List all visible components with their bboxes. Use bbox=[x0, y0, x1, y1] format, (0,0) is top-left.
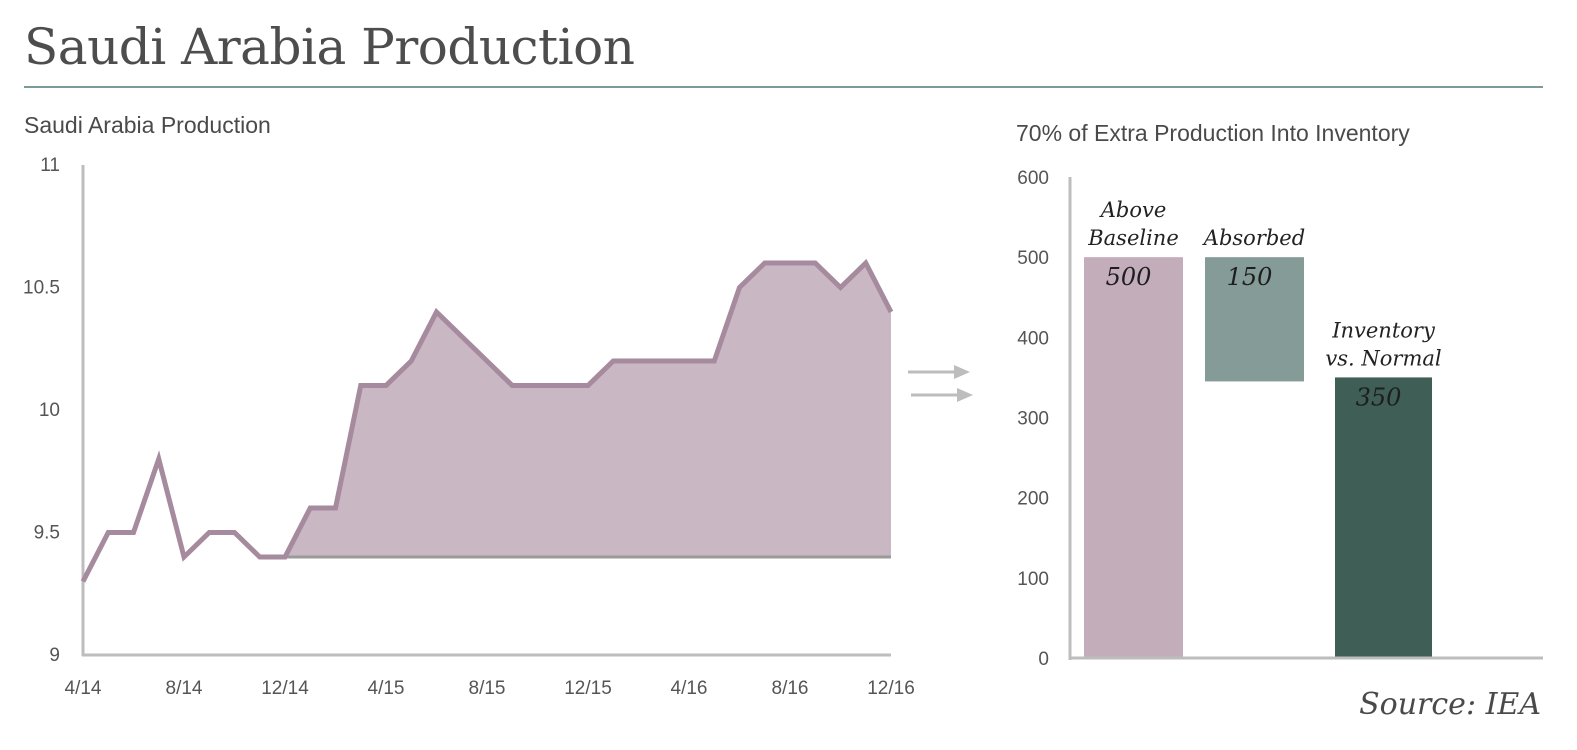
left-x-tick: 8/14 bbox=[166, 678, 203, 699]
bar-2 bbox=[1205, 257, 1304, 382]
bar-1 bbox=[1084, 257, 1183, 658]
left-chart-title: Saudi Arabia Production bbox=[24, 112, 271, 138]
bar-3 bbox=[1335, 377, 1432, 658]
right-chart-title: 70% of Extra Production Into Inventory bbox=[1016, 120, 1410, 146]
left-x-tick: 12/14 bbox=[261, 678, 309, 699]
bar-category-label: vs. Normal bbox=[1325, 346, 1441, 370]
bar-value-label: 350 bbox=[1356, 383, 1402, 411]
right-y-tick: 0 bbox=[1038, 649, 1049, 670]
left-y-tick: 11 bbox=[40, 155, 60, 176]
right-y-tick: 500 bbox=[1017, 248, 1049, 269]
transition-arrows bbox=[908, 365, 973, 402]
source-note: Source: IEA bbox=[1359, 687, 1541, 722]
right-y-tick: 600 bbox=[1017, 168, 1049, 189]
left-x-tick: 8/16 bbox=[772, 678, 809, 699]
bar-value-label: 500 bbox=[1106, 263, 1152, 291]
bar-category-label: Inventory bbox=[1331, 318, 1436, 342]
right-y-tick: 400 bbox=[1017, 328, 1049, 349]
right-y-tick: 100 bbox=[1017, 569, 1049, 590]
left-x-tick: 4/16 bbox=[671, 678, 708, 699]
left-x-tick: 12/15 bbox=[564, 678, 612, 699]
left-y-tick: 10 bbox=[39, 400, 60, 421]
left-y-tick: 10.5 bbox=[23, 278, 60, 299]
bar-category-label: Above bbox=[1099, 198, 1167, 222]
right-y-tick: 200 bbox=[1017, 489, 1049, 510]
bar-value-label: 150 bbox=[1227, 263, 1273, 291]
bar-category-label: Absorbed bbox=[1202, 226, 1305, 250]
left-x-tick: 4/14 bbox=[65, 678, 102, 699]
left-x-tick: 12/16 bbox=[867, 678, 915, 699]
page-title: Saudi Arabia Production bbox=[24, 18, 635, 76]
production-area-chart: 9 9.5 10 10.5 11 4/14 8/14 12/14 4/15 8/15 12/15 4/… bbox=[23, 155, 915, 699]
right-y-tick: 300 bbox=[1017, 409, 1049, 430]
left-y-tick: 9 bbox=[49, 645, 60, 666]
bar-category-label: Baseline bbox=[1087, 226, 1179, 250]
left-x-tick: 4/15 bbox=[368, 678, 405, 699]
title-rule bbox=[24, 86, 1543, 88]
arrow-head-2 bbox=[957, 388, 973, 402]
left-y-tick: 9.5 bbox=[34, 523, 60, 544]
left-x-tick: 8/15 bbox=[469, 678, 506, 699]
arrow-head-1 bbox=[954, 365, 970, 379]
inventory-bar-chart: 0 100 200 300 400 500 600 500 Above Baseline 150 Ab… bbox=[1017, 168, 1543, 670]
production-area-fill bbox=[285, 263, 891, 557]
